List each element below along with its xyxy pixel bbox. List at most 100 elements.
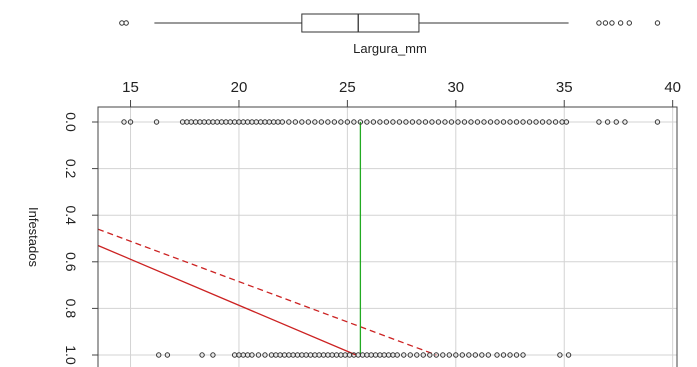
point-y1: [164, 352, 171, 358]
point-y0: [312, 119, 318, 125]
boxplot-outlier: [626, 20, 632, 26]
point-y0: [563, 119, 570, 125]
boxplot: [119, 13, 661, 33]
boxplot-outlier: [609, 20, 615, 26]
point-y1: [565, 352, 572, 358]
boxplot-outlier: [617, 20, 624, 26]
point-y0: [364, 119, 370, 125]
point-y0: [526, 119, 533, 125]
fit-lines: [97, 122, 437, 356]
point-y0: [513, 119, 520, 125]
point-y0: [422, 119, 429, 125]
point-y0: [396, 119, 403, 125]
point-y0: [622, 119, 628, 125]
point-y1: [466, 352, 472, 358]
point-y0: [448, 119, 455, 125]
point-y1: [420, 352, 426, 358]
point-y0: [416, 119, 422, 125]
point-y1: [156, 352, 162, 358]
fit-line-dashed: [97, 228, 437, 356]
point-y0: [286, 119, 292, 125]
point-y1: [401, 352, 407, 358]
point-y1: [472, 352, 479, 358]
boxplot-axis-label: Largura_mm: [353, 41, 427, 56]
point-y1: [500, 352, 507, 358]
point-y0: [461, 119, 468, 125]
data-points: [121, 119, 661, 358]
boxplot-outlier: [119, 20, 125, 26]
point-y1: [485, 352, 492, 358]
point-y1: [199, 352, 205, 358]
point-y0: [127, 119, 134, 125]
point-y0: [409, 119, 416, 125]
point-y1: [262, 352, 268, 358]
x-tick-label: 35: [556, 79, 573, 96]
point-y0: [435, 119, 442, 125]
boxplot-outlier: [654, 20, 661, 26]
point-y0: [468, 119, 474, 125]
point-y1: [210, 352, 216, 358]
point-y0: [383, 119, 390, 125]
boxplot-box: [301, 13, 420, 33]
x-axis-ticks: 15 20 25 30 35 40: [122, 79, 681, 107]
point-y0: [331, 119, 338, 125]
y-tick-label: 0.8: [63, 299, 79, 319]
point-y1: [394, 352, 400, 358]
point-y0: [546, 119, 552, 125]
point-y1: [513, 352, 520, 358]
x-tick-label: 30: [447, 79, 464, 96]
y-axis-ticks: 0.0 0.2 0.4 0.6 0.8 1.0: [63, 112, 98, 365]
point-y0: [370, 119, 377, 125]
point-y0: [654, 119, 661, 125]
point-y0: [318, 119, 325, 125]
point-y0: [552, 119, 559, 125]
point-y0: [305, 119, 312, 125]
y-tick-label: 0.2: [63, 159, 79, 179]
point-y1: [494, 352, 500, 358]
point-y0: [539, 119, 546, 125]
point-y1: [407, 352, 413, 358]
y-tick-label: 0.6: [63, 252, 79, 272]
point-y1: [433, 352, 439, 358]
point-y0: [429, 119, 435, 125]
point-y0: [596, 119, 602, 125]
point-y0: [338, 119, 344, 125]
point-y0: [520, 119, 526, 125]
point-y1: [520, 352, 526, 358]
plot-frame: [97, 106, 678, 367]
fit-line-solid: [97, 244, 357, 356]
y-axis-label: Infestados: [26, 207, 41, 267]
x-tick-label: 20: [231, 79, 248, 96]
point-y0: [279, 119, 286, 125]
point-y0: [487, 119, 494, 125]
point-y1: [446, 352, 453, 358]
boxplot-outlier: [602, 20, 609, 26]
grid: [98, 107, 677, 367]
point-y1: [249, 352, 255, 358]
point-y0: [455, 119, 461, 125]
x-tick-label: 25: [339, 79, 356, 96]
point-y1: [453, 352, 459, 358]
point-y0: [442, 119, 448, 125]
point-y0: [507, 119, 513, 125]
x-tick-label: 15: [122, 79, 139, 96]
x-tick-label: 40: [664, 79, 681, 96]
point-y1: [440, 352, 446, 358]
point-y0: [494, 119, 500, 125]
point-y1: [479, 352, 485, 358]
point-y0: [351, 119, 357, 125]
y-tick-label: 0.4: [63, 205, 79, 225]
point-y0: [533, 119, 539, 125]
y-tick-label: 0.0: [63, 112, 79, 132]
point-y0: [390, 119, 396, 125]
point-y0: [474, 119, 481, 125]
point-y1: [507, 352, 513, 358]
point-y0: [292, 119, 299, 125]
point-y1: [427, 352, 433, 358]
point-y0: [153, 119, 160, 125]
point-y0: [377, 119, 383, 125]
point-y0: [357, 119, 364, 125]
point-y1: [459, 352, 466, 358]
point-y1: [557, 352, 563, 358]
